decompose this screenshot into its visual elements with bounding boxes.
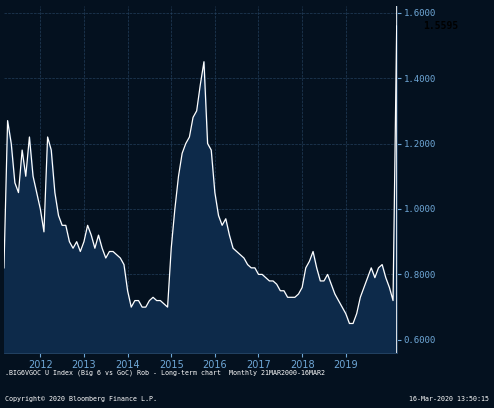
Text: .BIG6VGOC U Index (Big 6 vs GoC) Rob - Long-term chart  Monthly 21MAR2000-16MAR2: .BIG6VGOC U Index (Big 6 vs GoC) Rob - L… [5, 369, 325, 376]
Text: Copyright© 2020 Bloomberg Finance L.P.: Copyright© 2020 Bloomberg Finance L.P. [5, 396, 157, 402]
Text: 16-Mar-2020 13:50:15: 16-Mar-2020 13:50:15 [409, 396, 489, 402]
Text: 1.5595: 1.5595 [423, 21, 459, 31]
